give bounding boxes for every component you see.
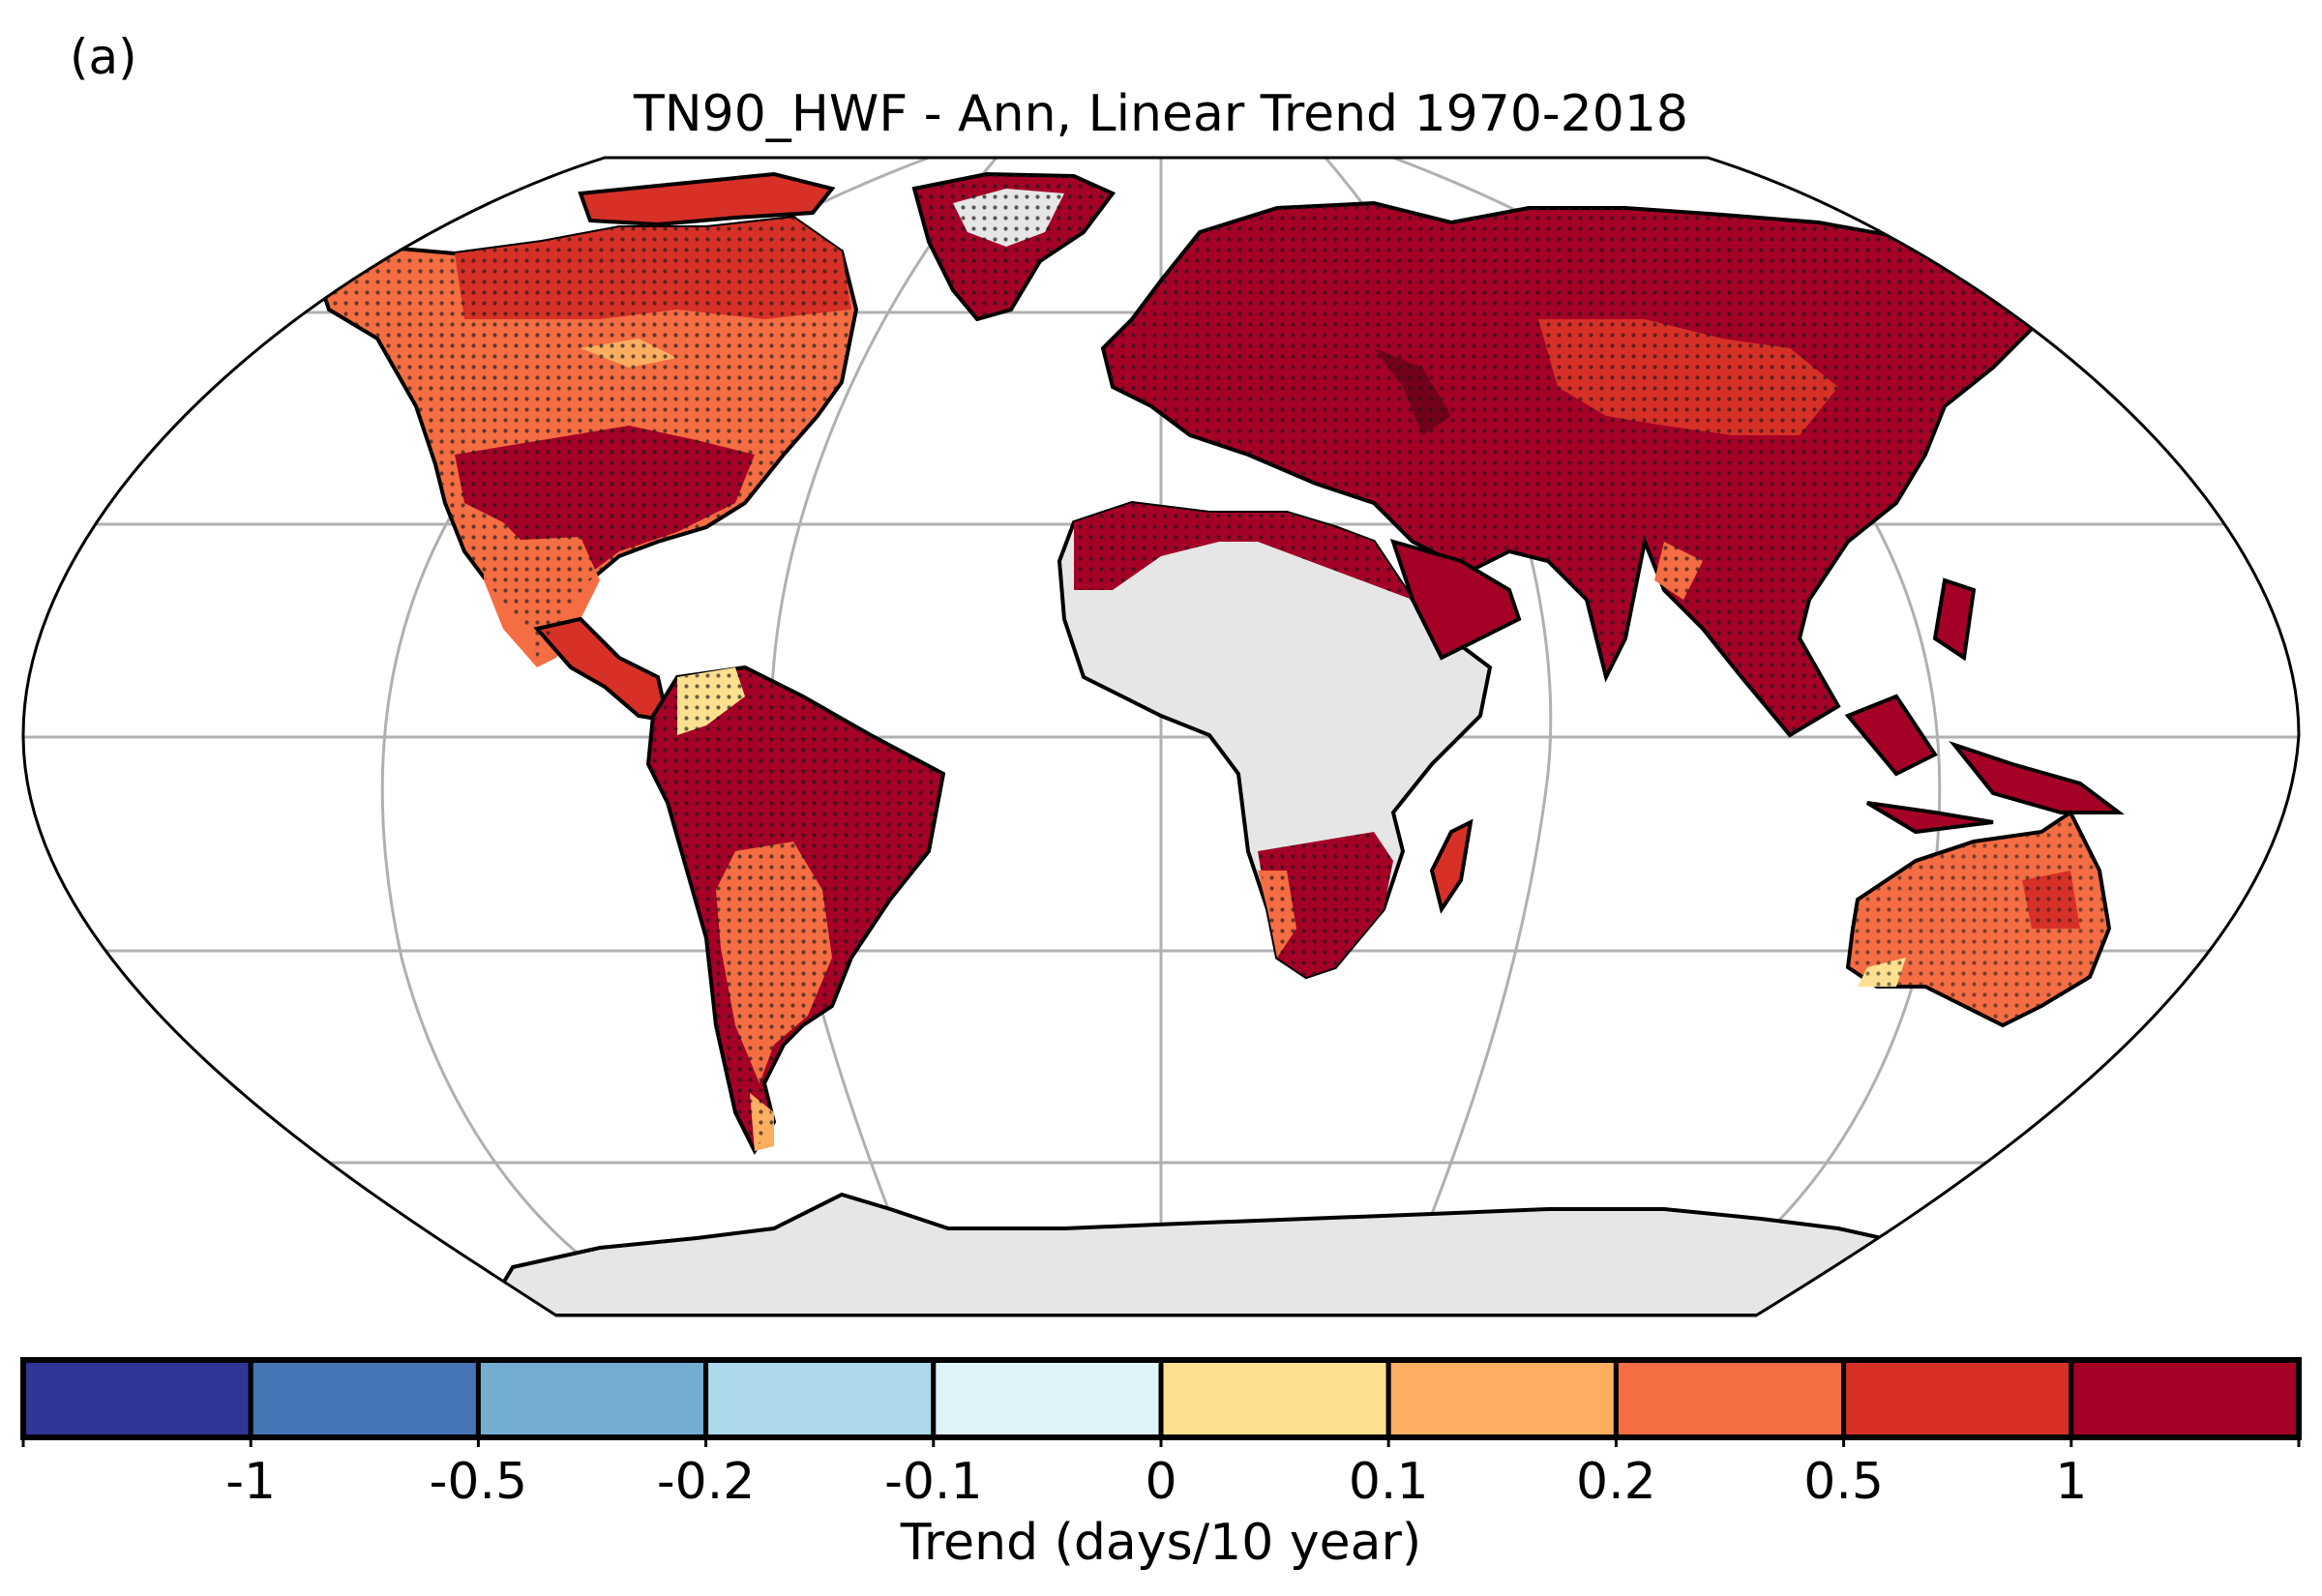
north-america: [312, 215, 859, 724]
colorbar-bin: [1158, 1357, 1391, 1440]
colorbar-tick-label: -0.2: [656, 1453, 756, 1511]
new-zealand: [2105, 984, 2218, 1077]
colorbar-bin: [20, 1357, 253, 1440]
colorbar-tick-label: -0.5: [429, 1453, 528, 1511]
south-america: [645, 665, 946, 1155]
colorbar-title: Trend (days/10 year): [900, 1514, 1422, 1572]
eurasia: [1100, 200, 2035, 738]
colorbar-bin: [703, 1357, 937, 1440]
panel-label: (a): [70, 29, 137, 85]
colorbar-tick-label: 0.2: [1576, 1453, 1656, 1511]
colorbar-tick-label: 0: [1145, 1453, 1177, 1511]
arabia: [1389, 539, 1522, 661]
arctic-islands: [578, 171, 836, 227]
globe-outline: [21, 156, 2301, 1317]
colorbar-tick-label: -0.1: [884, 1453, 983, 1511]
maritime-se-asia: [1844, 577, 2125, 835]
colorbar-bin: [1385, 1357, 1619, 1440]
colorbar-bin: [248, 1357, 481, 1440]
colorbar-frame: [20, 1357, 2302, 1440]
map-title: TN90_HWF - Ann, Linear Trend 1970-2018: [633, 85, 1689, 143]
colorbar-bin: [2069, 1357, 2302, 1440]
colorbar-bin: [931, 1357, 1164, 1440]
colorbar-tick-label: 0.5: [1803, 1453, 1884, 1511]
australia: [1845, 810, 2112, 1028]
antarctica: [480, 1192, 1938, 1315]
colorbar-bin: [1613, 1357, 1847, 1440]
colorbar-bin: [475, 1357, 709, 1440]
colorbar-tick-label: -1: [225, 1453, 277, 1511]
colorbar-tick-label: 1: [2055, 1453, 2088, 1511]
colorbar: [20, 1357, 2302, 1447]
africa: [1057, 500, 1493, 980]
colorbar-tick-label: 0.1: [1348, 1453, 1429, 1511]
colorbar-bin: [1841, 1357, 2074, 1440]
map-area: [23, 158, 2299, 1315]
